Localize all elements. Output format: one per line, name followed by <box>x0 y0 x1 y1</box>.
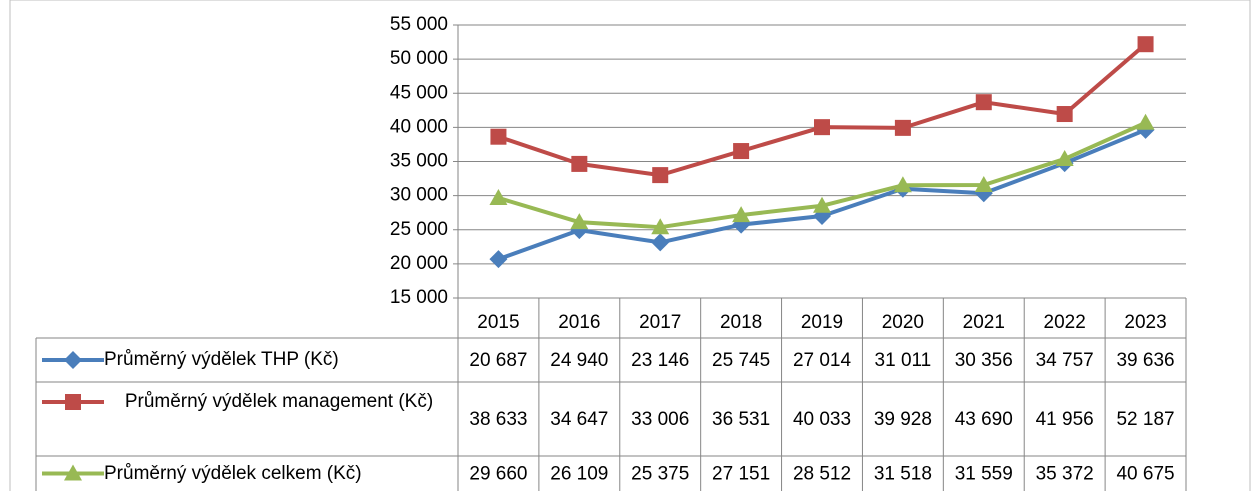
marker <box>651 233 670 252</box>
y-tick-label: 15 000 <box>390 287 448 308</box>
table-value: 52 187 <box>1116 409 1174 430</box>
table-value: 36 531 <box>712 409 770 430</box>
x-tick-label: 2018 <box>720 312 762 333</box>
marker <box>65 394 81 410</box>
x-tick-label: 2021 <box>963 312 1005 333</box>
table-value: 38 633 <box>469 409 527 430</box>
marker <box>652 167 669 184</box>
table-value: 43 690 <box>955 409 1013 430</box>
table-value: 31 011 <box>875 350 932 371</box>
table-value: 24 940 <box>550 350 608 371</box>
y-tick-label: 40 000 <box>390 116 448 137</box>
marker <box>894 119 911 136</box>
x-tick-label: 2022 <box>1044 312 1086 333</box>
x-tick-label: 2023 <box>1124 312 1166 333</box>
marker <box>1137 36 1154 53</box>
legend-label: Průměrný výdělek management (Kč) <box>124 391 434 412</box>
marker <box>651 218 670 235</box>
table-value: 31 559 <box>955 464 1013 485</box>
table-value: 30 356 <box>955 350 1013 371</box>
y-tick-label: 55 000 <box>390 14 448 35</box>
marker <box>732 206 751 223</box>
table-value: 27 014 <box>793 350 852 371</box>
chart-border <box>9 0 1251 491</box>
table-value: 35 372 <box>1036 464 1094 485</box>
x-tick-label: 2015 <box>477 312 519 333</box>
table-value: 20 687 <box>469 350 527 371</box>
table-value: 40 033 <box>793 409 851 430</box>
marker <box>571 155 588 172</box>
marker <box>490 128 507 145</box>
y-tick-label: 30 000 <box>390 185 448 206</box>
marker <box>1056 106 1073 123</box>
x-tick-label: 2017 <box>639 312 681 333</box>
marker <box>64 351 82 369</box>
table-value: 34 757 <box>1036 350 1094 371</box>
y-tick-label: 35 000 <box>390 151 448 172</box>
table-value: 31 518 <box>874 464 932 485</box>
marker <box>893 176 912 193</box>
table-value: 28 512 <box>793 464 851 485</box>
table-value: 34 647 <box>550 409 608 430</box>
table-value: 29 660 <box>469 464 527 485</box>
table-value: 41 956 <box>1036 409 1094 430</box>
series-line <box>497 42 1147 178</box>
table-value: 27 151 <box>712 464 770 485</box>
marker <box>64 464 82 481</box>
y-tick-label: 25 000 <box>390 219 448 240</box>
marker <box>1055 149 1074 166</box>
table-value: 26 109 <box>550 464 608 485</box>
table-value: 25 375 <box>631 464 689 485</box>
marker <box>570 213 589 230</box>
marker <box>489 250 508 269</box>
marker <box>974 175 993 192</box>
table-value: 40 675 <box>1116 464 1174 485</box>
y-tick-label: 20 000 <box>390 253 448 274</box>
marker <box>975 94 992 111</box>
marker <box>489 188 508 205</box>
x-tick-label: 2016 <box>558 312 600 333</box>
x-tick-label: 2019 <box>801 312 843 333</box>
y-tick-label: 50 000 <box>390 48 448 69</box>
table-value: 39 636 <box>1116 350 1174 371</box>
x-tick-label: 2020 <box>882 312 924 333</box>
y-tick-label: 45 000 <box>390 82 448 103</box>
marker <box>813 196 831 213</box>
legend-label: Průměrný výdělek THP (Kč) <box>104 349 339 370</box>
legend-label: Průměrný výdělek celkem (Kč) <box>104 462 362 484</box>
marker <box>814 119 830 136</box>
table-value: 39 928 <box>874 409 932 430</box>
series-line <box>497 128 1147 262</box>
table-value: 25 745 <box>712 350 770 371</box>
marker <box>733 143 750 160</box>
table-value: 23 146 <box>631 350 689 371</box>
marker <box>1136 113 1155 130</box>
table-value: 33 006 <box>631 409 689 430</box>
